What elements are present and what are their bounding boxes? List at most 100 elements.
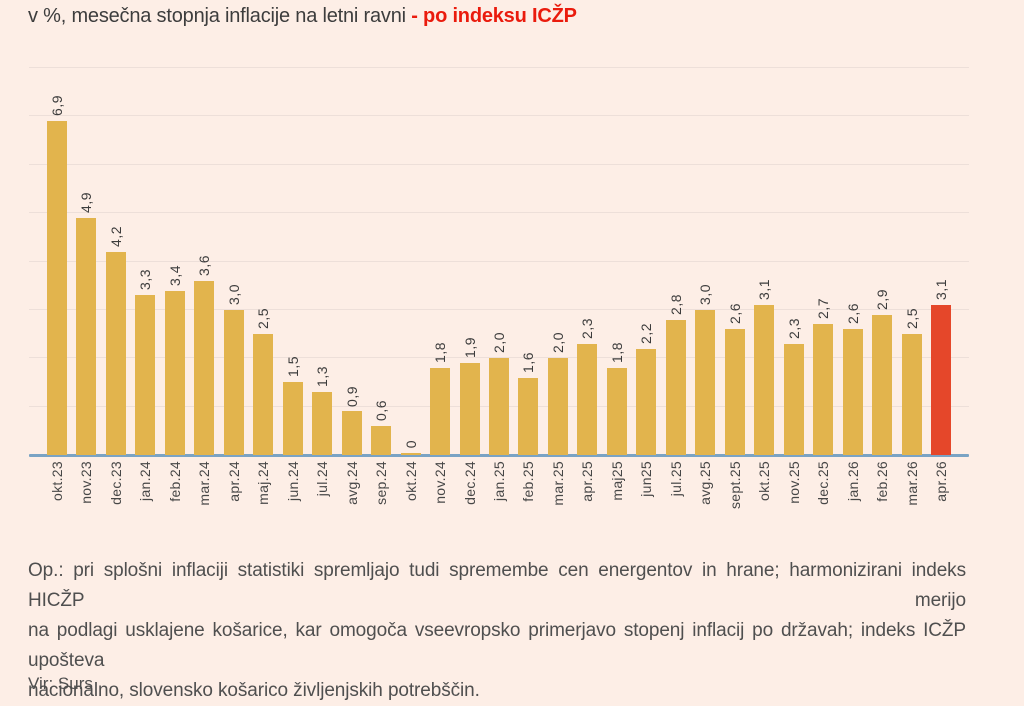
bar-value-label: 0 [402, 439, 419, 448]
bar-slot: 3,3 [130, 68, 159, 455]
x-label-slot: nov.25 [779, 461, 808, 504]
x-axis-label: dec.23 [107, 461, 124, 505]
gridline [29, 115, 969, 117]
bar [813, 324, 834, 455]
plot-area: 6,9 4,9 4,2 3,3 3,4 3,6 3,0 2,5 1,5 1,3 0,9 0,6 0 1,8… [29, 67, 969, 457]
bar-slot: 2,0 [484, 68, 513, 455]
x-axis-label: jan.24 [137, 461, 154, 501]
bar [695, 309, 716, 455]
x-label-slot: jan.25 [484, 461, 513, 501]
bar [459, 363, 480, 455]
bar [194, 280, 215, 455]
bar [223, 309, 244, 455]
bar [371, 425, 392, 455]
highlighted-bar [931, 305, 952, 455]
footer-note-line-3: nacionalno, slovensko košarico življenjs… [28, 680, 480, 701]
bar-value-label: 0,9 [343, 385, 360, 407]
bar [253, 334, 274, 455]
x-axis-label: sep.24 [373, 461, 390, 505]
bar-value-label: 2,2 [638, 322, 655, 344]
x-label-slot: jan.26 [838, 461, 867, 501]
bar-value-label: 1,5 [284, 356, 301, 378]
gridline [29, 357, 969, 359]
bar-slot: 2,5 [897, 68, 926, 455]
x-label-slot: maj.24 [248, 461, 277, 505]
bar-value-label: 2,8 [667, 293, 684, 315]
bar-slot: 1,8 [425, 68, 454, 455]
x-axis-label: maj25 [608, 461, 625, 501]
bar [135, 295, 156, 455]
bar-value-label: 2,0 [491, 332, 507, 354]
x-axis-label: mar.25 [549, 461, 566, 506]
gridline [29, 67, 969, 68]
x-label-slot: jun25 [632, 461, 661, 497]
bar-slot: 3,0 [219, 68, 248, 455]
bar-value-label: 2,0 [549, 332, 566, 354]
x-axis-label: feb.24 [166, 461, 183, 502]
bar-value-label: 4,2 [107, 225, 124, 247]
bar-slot: 2,5 [248, 68, 277, 455]
bars-row: 6,9 4,9 4,2 3,3 3,4 3,6 3,0 2,5 1,5 1,3 0,9 0,6 0 1,8… [42, 68, 956, 455]
footer-note: Op.: pri splošni inflaciji statistiki sp… [28, 556, 966, 706]
x-axis-label: dec.24 [461, 461, 478, 505]
bar [754, 305, 775, 455]
x-axis-label: okt.24 [402, 461, 419, 501]
x-axis-baseline [29, 454, 969, 457]
x-label-slot: okt.25 [750, 461, 779, 501]
bar-value-label: 3,3 [137, 269, 154, 291]
bar-value-label: 6,9 [48, 95, 65, 117]
bar [901, 334, 922, 455]
gridline [29, 308, 969, 310]
chart-title-plain: v %, mesečna stopnja inflacije na letni … [28, 5, 412, 27]
bar-slot: 1,6 [514, 68, 543, 455]
bar-value-label: 1,8 [608, 341, 625, 363]
bar-slot: 2,6 [838, 68, 867, 455]
bar [430, 367, 451, 455]
gridline [29, 212, 969, 214]
bar-slot: 0 [396, 68, 425, 455]
x-axis-label: jan.25 [491, 461, 507, 501]
x-axis-label: okt.25 [756, 461, 773, 501]
bar-slot: 0,6 [366, 68, 395, 455]
source-label: Vir: Surs [28, 674, 93, 693]
x-axis-label: feb.26 [874, 461, 891, 502]
gridline [29, 260, 969, 262]
x-label-slot: jul.25 [661, 461, 690, 496]
bar-value-label: 3,4 [166, 264, 183, 286]
x-axis-label: jul.24 [314, 461, 331, 497]
bar-value-label: 2,3 [785, 317, 802, 339]
bar-slot: 2,3 [573, 68, 602, 455]
bar-value-label: 3,0 [225, 283, 242, 305]
x-label-slot: sep.24 [366, 461, 395, 505]
bar-slot: 2,0 [543, 68, 572, 455]
bar-slot: 2,6 [720, 68, 749, 455]
bar-slot: 1,8 [602, 68, 631, 455]
x-label-slot: avg.24 [337, 461, 366, 505]
bar-slot: 6,9 [42, 68, 71, 455]
bar-value-label: 1,8 [432, 341, 449, 363]
x-label-slot: nov.24 [425, 461, 454, 504]
x-label-slot: jun.24 [278, 461, 307, 501]
x-label-slot: apr.26 [927, 461, 956, 502]
bar-value-label: 4,9 [78, 192, 95, 213]
x-label-slot: okt.24 [396, 461, 425, 501]
bar-value-label: 1,6 [520, 351, 537, 373]
bar-value-label: 2,6 [844, 303, 861, 325]
x-label-slot: mar.26 [897, 461, 926, 506]
x-axis-label: apr.25 [579, 461, 596, 502]
bar-slot: 3,6 [189, 68, 218, 455]
bar-slot: 4,9 [71, 68, 100, 455]
bar-slot: 0,9 [337, 68, 366, 455]
x-axis-label: sept.25 [726, 461, 743, 510]
x-axis-label: nov.24 [432, 461, 449, 504]
x-label-slot: mar.24 [189, 461, 218, 506]
bar-slot: 1,3 [307, 68, 336, 455]
bar-slot: 2,2 [632, 68, 661, 455]
bar-slot: 3,0 [691, 68, 720, 455]
bar [76, 217, 97, 455]
x-axis-label: jul.25 [667, 461, 684, 497]
x-axis-label: jun.24 [284, 461, 301, 501]
bar [282, 382, 303, 455]
bar-value-label: 3,6 [196, 254, 213, 276]
